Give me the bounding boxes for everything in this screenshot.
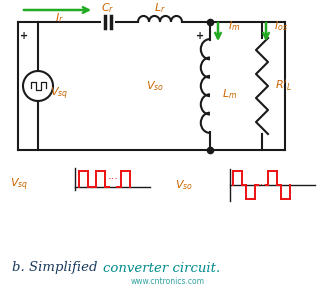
Text: +: + [20, 31, 28, 41]
Text: $L_r$: $L_r$ [154, 1, 166, 15]
Text: b. Simplified: b. Simplified [12, 262, 102, 275]
Text: $I_r$: $I_r$ [55, 11, 64, 25]
Text: $R'_L$: $R'_L$ [275, 79, 292, 93]
Text: $V_{sq}$: $V_{sq}$ [10, 177, 28, 193]
Text: $C_r$: $C_r$ [101, 1, 115, 15]
Text: +: + [196, 31, 204, 41]
Text: ···: ··· [108, 174, 118, 184]
Text: $I_m$: $I_m$ [228, 19, 240, 33]
Text: $V_{sq}$: $V_{sq}$ [50, 86, 68, 102]
Text: $V_{so}$: $V_{so}$ [146, 79, 164, 93]
Text: $V_{so}$: $V_{so}$ [175, 178, 193, 192]
Text: $I_{os}$: $I_{os}$ [274, 19, 288, 33]
Text: converter circuit.: converter circuit. [103, 262, 220, 275]
Text: $L_m$: $L_m$ [222, 87, 237, 101]
Text: www.cntronics.com: www.cntronics.com [131, 278, 205, 287]
Text: ···: ··· [256, 180, 267, 190]
